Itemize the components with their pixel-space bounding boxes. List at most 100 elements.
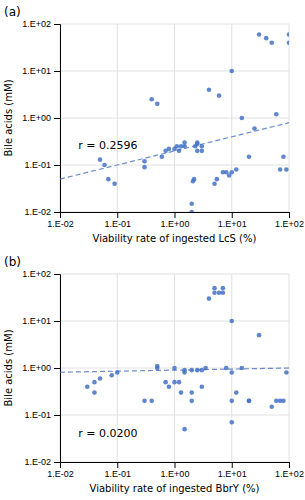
tick-mark (54, 165, 60, 166)
tick-mark (54, 368, 60, 369)
point (212, 286, 217, 291)
plot-area (60, 32, 289, 212)
point (252, 126, 257, 131)
point (92, 390, 97, 395)
panel-label: (b) (4, 255, 21, 269)
grid-line (60, 118, 289, 119)
tick-mark (117, 462, 118, 468)
point (85, 384, 90, 389)
tick: 1.E-02 (24, 207, 60, 217)
point (155, 366, 160, 371)
grid (60, 274, 289, 462)
y-axis: 1.E-02 1.E-01 1.E+00 1.E+01 1.E+02 (22, 19, 60, 217)
point (195, 140, 200, 145)
point (167, 384, 172, 389)
point (247, 399, 252, 404)
point (281, 154, 286, 159)
point (207, 296, 212, 301)
point (229, 69, 234, 74)
panel: 1.E-02 1.E-01 1.E+00 1.E+01 1.E+02 1.E-02 1.E-… (3, 255, 304, 494)
point (195, 149, 200, 154)
tick: 1.E-01 (24, 410, 60, 420)
point (149, 97, 154, 102)
y-axis-title: Bile acids (mM) (3, 79, 14, 156)
point (109, 373, 114, 378)
tick-label: 1.E-01 (104, 219, 131, 229)
point (269, 404, 274, 409)
tick: 1.E-01 (104, 462, 131, 479)
panel-label: (a) (4, 5, 21, 19)
annotation: r = 0.0200 (78, 427, 137, 440)
grid-line (60, 24, 289, 25)
tick-label: 1.E+02 (22, 19, 51, 29)
point (189, 390, 194, 395)
x-axis-title: Viability rate of ingested LcS (%) (93, 233, 257, 244)
tick-label: 1.E-02 (24, 457, 51, 467)
point (281, 399, 286, 404)
point (229, 370, 234, 375)
tick-mark (54, 415, 60, 416)
point (179, 390, 184, 395)
point (257, 333, 262, 338)
point (212, 290, 217, 295)
point (284, 167, 289, 172)
point (106, 177, 111, 182)
tick-label: 1.E+02 (275, 219, 304, 229)
plot-area (60, 286, 289, 432)
tick-label: 1.E+01 (22, 66, 51, 76)
x-axis: 1.E-02 1.E-01 1.E+00 1.E+01 1.E+02 (47, 212, 304, 229)
x-axis: 1.E-021.E-011.E+001.E+011.E+02 (47, 462, 304, 479)
point (192, 177, 197, 182)
point (189, 201, 194, 206)
tick: 1.E-01 (24, 160, 60, 170)
panel: 1.E-021.E-011.E+001.E+011.E+021.E-021.E-… (3, 5, 304, 244)
tick: 1.E-02 (47, 212, 74, 229)
point (189, 399, 194, 404)
tick: 1.E+00 (161, 462, 190, 479)
tick: 1.E+02 (275, 212, 304, 229)
point (247, 154, 252, 159)
tick-mark (54, 321, 60, 322)
point (278, 167, 283, 172)
y-axis-title: Bile acids (mM) (3, 329, 14, 406)
point (284, 370, 289, 375)
tick: 1.E+01 (218, 212, 247, 229)
point (229, 170, 234, 175)
point (229, 420, 234, 425)
tick: 1.E+02 (22, 269, 60, 279)
point (98, 157, 103, 162)
point (217, 93, 222, 98)
point (212, 181, 217, 186)
tick-mark (54, 118, 60, 119)
tick-label: 1.E-02 (47, 219, 74, 229)
tick: 1.E+01 (22, 316, 60, 326)
tick-label: 1.E+01 (218, 219, 247, 229)
point (92, 380, 97, 385)
tick-label: 1.E+00 (161, 219, 190, 229)
point (257, 32, 262, 37)
point (159, 154, 164, 159)
point (172, 380, 177, 385)
tick: 1.E+00 (22, 113, 60, 123)
tick: 1.E+02 (275, 462, 304, 479)
grid-line (60, 165, 289, 166)
point (102, 163, 107, 168)
tick-mark (54, 71, 60, 72)
point (98, 376, 103, 381)
point (182, 427, 187, 432)
tick: 1.E+00 (161, 212, 190, 229)
point (200, 384, 205, 389)
grid (60, 24, 289, 212)
trend-line (60, 368, 289, 372)
point (149, 399, 154, 404)
point (221, 290, 226, 295)
tick-label: 1.E+00 (22, 113, 51, 123)
trend-line (60, 123, 289, 179)
point (240, 116, 245, 121)
tick-mark (175, 462, 176, 468)
tick-label: 1.E-01 (104, 469, 131, 479)
point (142, 399, 147, 404)
tick-label: 1.E-02 (47, 469, 74, 479)
tick-label: 1.E+00 (22, 363, 51, 373)
point (221, 286, 226, 291)
